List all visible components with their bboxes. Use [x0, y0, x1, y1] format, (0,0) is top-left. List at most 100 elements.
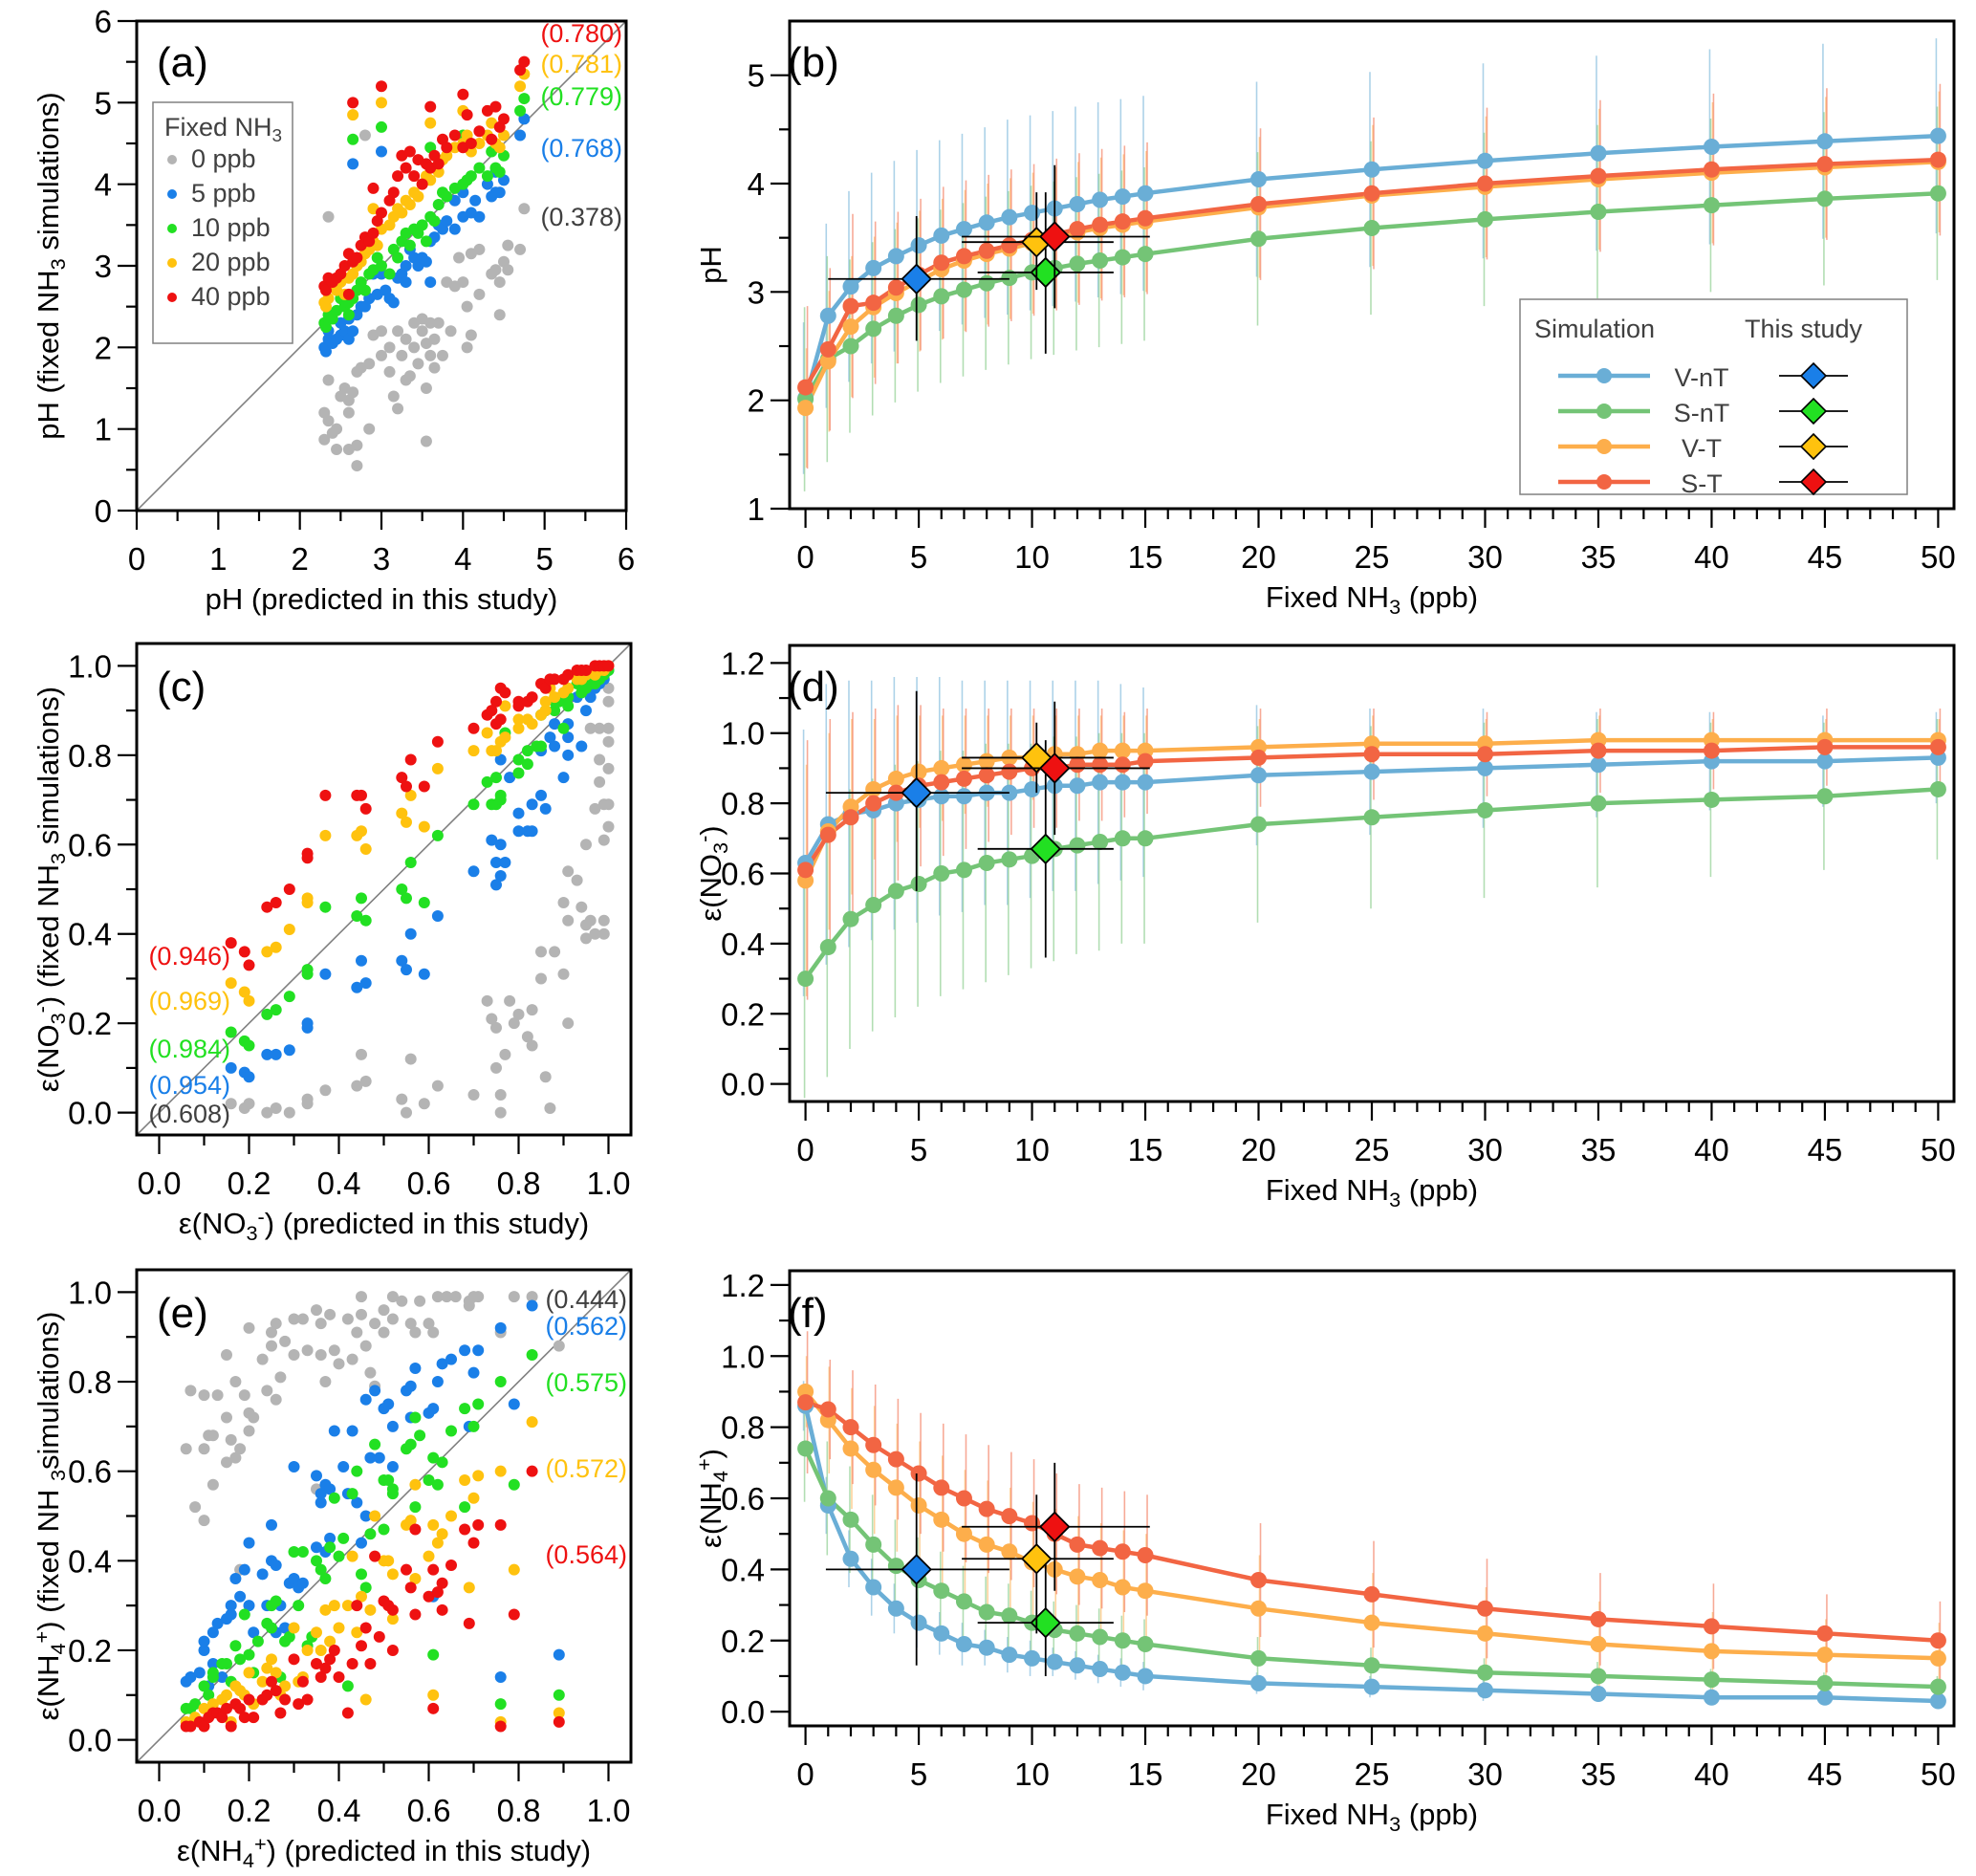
markers-V-T — [797, 1383, 1946, 1667]
data-point — [887, 1558, 904, 1575]
data-point — [427, 1648, 440, 1661]
data-point — [248, 1411, 260, 1424]
data-point — [301, 897, 314, 909]
data-point — [229, 1573, 242, 1585]
data-point — [865, 259, 882, 276]
text-part: ) (predicted in this study) — [267, 1834, 591, 1867]
data-point — [1929, 151, 1946, 168]
data-point — [424, 349, 437, 361]
data-point — [351, 1080, 363, 1092]
data-point — [408, 341, 421, 354]
data-point — [473, 243, 486, 255]
data-point — [324, 1532, 337, 1544]
y-axis-label: ε(NH4+) (fixed NH 3simulations) — [30, 1312, 69, 1721]
this-study-V-nT — [828, 216, 1010, 341]
data-point — [359, 1393, 372, 1406]
data-point — [293, 1600, 305, 1612]
data-point — [1476, 801, 1493, 818]
data-point — [409, 1363, 422, 1374]
data-point — [347, 158, 359, 170]
data-point — [185, 1720, 197, 1733]
data-point — [288, 1313, 300, 1325]
data-point — [539, 695, 552, 708]
data-point — [448, 223, 461, 235]
this-study-V-T — [962, 1494, 1114, 1634]
data-point — [494, 1671, 507, 1684]
data-point — [1363, 1585, 1380, 1603]
x-tick-label: 0.4 — [317, 1793, 361, 1828]
data-point — [386, 1488, 399, 1500]
data-point — [1114, 830, 1131, 847]
data-point — [198, 1635, 210, 1647]
data-point — [467, 1537, 480, 1549]
markers-S-nT — [797, 780, 1946, 988]
data-point — [562, 749, 575, 761]
correlation-annotation: (0.780) — [540, 19, 622, 48]
data-point — [432, 316, 445, 329]
data-point — [910, 1614, 927, 1631]
data-point — [508, 1608, 520, 1621]
data-point — [1001, 1543, 1018, 1560]
data-point — [463, 1582, 475, 1594]
data-point — [553, 1707, 565, 1719]
data-point — [436, 1358, 448, 1370]
data-point — [423, 1550, 435, 1562]
data-point — [1137, 185, 1154, 202]
data-point — [575, 740, 588, 753]
legend-label: 40 ppb — [191, 282, 271, 311]
data-point — [1476, 152, 1493, 169]
text-part: ) (predicted in this study) — [265, 1207, 589, 1240]
data-point — [408, 170, 421, 183]
data-point — [288, 1348, 300, 1361]
data-point — [356, 789, 367, 801]
data-point — [261, 1385, 273, 1397]
data-point — [910, 1465, 927, 1482]
data-point — [225, 1600, 237, 1612]
data-point — [221, 1658, 232, 1669]
x-tick-label: 1.0 — [587, 1793, 631, 1828]
x-tick-label: 1.0 — [587, 1166, 631, 1201]
data-point — [465, 138, 477, 149]
data-point — [549, 673, 561, 686]
data-point — [562, 1017, 575, 1030]
data-point — [865, 294, 882, 312]
data-point — [243, 1600, 255, 1612]
x-tick-label: 4 — [454, 541, 471, 577]
panel-c: 0.0 0.2 0.4 0.6 0.8 1.00.00.20.40.60.81.0ε(NO… — [30, 642, 633, 1245]
subscript: 3 — [1389, 1812, 1401, 1836]
data-point — [486, 834, 498, 846]
text-part: (ppb) — [1401, 580, 1478, 614]
data-point — [602, 695, 615, 708]
data-point — [359, 1075, 372, 1087]
superscript: + — [254, 1832, 267, 1856]
x-tick-label: 35 — [1581, 1132, 1617, 1167]
data-point — [185, 1385, 197, 1397]
plot-area — [797, 1331, 1946, 1710]
data-point — [1703, 138, 1720, 155]
subscript: 4 — [243, 1848, 254, 1872]
data-point — [481, 170, 493, 183]
data-point — [243, 1667, 255, 1679]
legend-label: 0 ppb — [191, 144, 256, 173]
y-tick-label: 0.0 — [68, 1723, 112, 1758]
data-point — [238, 1563, 250, 1576]
data-point — [424, 316, 437, 329]
text-part: Fixed NH — [1266, 1798, 1389, 1831]
data-point — [243, 1071, 255, 1083]
data-point — [270, 1102, 282, 1114]
x-tick-label: 50 — [1921, 539, 1956, 575]
data-point — [427, 1326, 440, 1339]
data-point — [396, 349, 408, 361]
data-point — [441, 149, 453, 162]
data-point — [427, 1518, 440, 1531]
data-point — [493, 309, 506, 321]
legend-box — [1519, 298, 1908, 495]
data-point — [933, 254, 950, 272]
x-tick-label: 0.8 — [497, 1793, 541, 1828]
data-point — [409, 1523, 422, 1536]
data-point — [549, 946, 561, 958]
data-point — [206, 1429, 219, 1442]
x-axis-label: ε(NO3-) (predicted in this study) — [179, 1205, 589, 1244]
data-point — [526, 1465, 538, 1477]
plot-frame — [788, 1269, 1956, 1728]
